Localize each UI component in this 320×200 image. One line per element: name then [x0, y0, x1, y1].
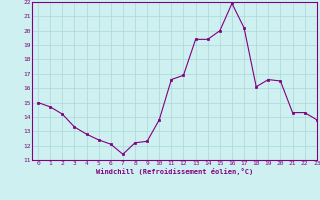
X-axis label: Windchill (Refroidissement éolien,°C): Windchill (Refroidissement éolien,°C) — [96, 168, 253, 175]
